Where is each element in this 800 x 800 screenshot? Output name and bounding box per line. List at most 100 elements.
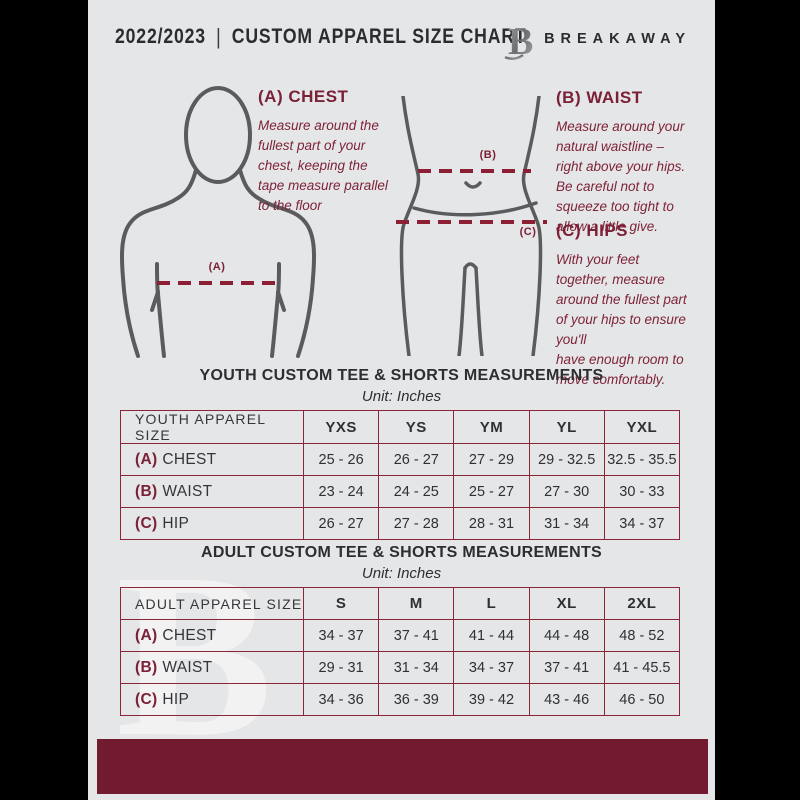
table-cell: 41 - 45.5 bbox=[603, 651, 681, 684]
adult-hip-row: (C) HIP 34 - 36 36 - 39 39 - 42 43 - 46 4… bbox=[120, 683, 681, 716]
head-outline bbox=[184, 86, 252, 184]
table-cell: 46 - 50 bbox=[603, 683, 681, 716]
table-cell: 44 - 48 bbox=[528, 619, 605, 652]
crotch-line bbox=[463, 262, 478, 270]
youth-table-title: YOUTH CUSTOM TEE & SHORTS MEASUREMENTS bbox=[199, 367, 604, 384]
youth-header-row: YOUTH APPAREL SIZE YXS YS YM YL YXL bbox=[120, 410, 681, 444]
left-shoulder-arm-line bbox=[120, 168, 198, 358]
svg-text:B: B bbox=[508, 21, 533, 61]
youth-chest-row: (A) CHEST 25 - 26 26 - 27 27 - 29 29 - 32… bbox=[120, 443, 681, 476]
adult-col-l: L bbox=[453, 587, 530, 620]
brand-block: B BREAKAWAY bbox=[497, 17, 691, 61]
left-armpit-tick bbox=[150, 290, 160, 312]
table-cell: 27 - 28 bbox=[378, 507, 455, 540]
left-torso-contour bbox=[399, 96, 421, 356]
table-cell: 26 - 27 bbox=[378, 443, 455, 476]
chest-marker-label: (A) bbox=[208, 261, 226, 273]
adult-table-title: ADULT CUSTOM TEE & SHORTS MEASUREMENTS bbox=[200, 544, 603, 561]
table-cell: 27 - 29 bbox=[453, 443, 530, 476]
right-inner-leg-line bbox=[474, 266, 484, 356]
hips-guide-text: With your feet together, measure around … bbox=[556, 252, 687, 387]
table-cell: 25 - 27 bbox=[453, 475, 530, 508]
adult-col-2xl: 2XL bbox=[603, 587, 681, 620]
youth-table-unit: Unit: Inches bbox=[361, 388, 442, 405]
waist-marker-label: (B) bbox=[479, 149, 497, 161]
table-cell: 24 - 25 bbox=[378, 475, 455, 508]
chest-guide: (A) CHEST Measure around the fullest par… bbox=[258, 87, 413, 216]
table-cell: 29 - 32.5 bbox=[528, 443, 605, 476]
youth-size-table: YOUTH APPAREL SIZE YXS YS YM YL YXL (A) C… bbox=[120, 410, 681, 540]
footer-accent-bar bbox=[97, 739, 708, 794]
table-cell: 34 - 37 bbox=[603, 507, 681, 540]
row-marker: (B) bbox=[135, 658, 158, 676]
waist-hips-figure bbox=[396, 96, 547, 356]
left-inner-leg-line bbox=[457, 266, 467, 356]
right-shoulder-arm-line bbox=[238, 168, 316, 358]
row-marker: (C) bbox=[135, 690, 158, 708]
table-cell: 32.5 - 35.5 bbox=[603, 443, 681, 476]
youth-col-yxs: YXS bbox=[302, 410, 380, 444]
left-armpit-line bbox=[155, 262, 166, 358]
table-cell: 43 - 46 bbox=[528, 683, 605, 716]
table-cell: 31 - 34 bbox=[378, 651, 455, 684]
youth-col-ys: YS bbox=[378, 410, 455, 444]
adult-size-table: ADULT APPAREL SIZE S M L XL 2XL (A) CHEST… bbox=[120, 587, 681, 716]
youth-hip-row: (C) HIP 26 - 27 27 - 28 28 - 31 31 - 34 3… bbox=[120, 507, 681, 540]
table-cell: 34 - 37 bbox=[302, 619, 380, 652]
row-marker: (C) bbox=[135, 514, 158, 532]
adult-header-row: ADULT APPAREL SIZE S M L XL 2XL bbox=[120, 587, 681, 620]
row-label-text: WAIST bbox=[162, 658, 213, 676]
adult-chest-row: (A) CHEST 34 - 37 37 - 41 41 - 44 44 - 48… bbox=[120, 619, 681, 652]
right-armpit-line bbox=[270, 262, 281, 358]
adult-corner-header: ADULT APPAREL SIZE bbox=[120, 587, 304, 620]
row-label-text: HIP bbox=[162, 690, 190, 708]
chest-guide-text: Measure around the fullest part of your … bbox=[258, 118, 388, 213]
page-title: CUSTOM APPAREL SIZE CHART bbox=[231, 25, 527, 48]
row-marker: (B) bbox=[135, 482, 158, 500]
breakaway-logo-icon: B bbox=[498, 21, 533, 61]
header-title-row: 2022/2023 | CUSTOM APPAREL SIZE CHART bbox=[115, 24, 527, 50]
adult-col-xl: XL bbox=[528, 587, 605, 620]
row-marker: (A) bbox=[135, 450, 158, 468]
row-label-text: HIP bbox=[162, 514, 190, 532]
right-torso-contour bbox=[521, 96, 543, 356]
table-cell: 34 - 36 bbox=[302, 683, 380, 716]
hip-crease-line bbox=[412, 201, 538, 217]
hips-marker-label: (C) bbox=[519, 226, 537, 238]
table-cell: 37 - 41 bbox=[378, 619, 455, 652]
table-cell: 36 - 39 bbox=[378, 683, 455, 716]
chest-figure bbox=[120, 86, 316, 358]
row-label-text: CHEST bbox=[162, 450, 217, 468]
table-cell: 34 - 37 bbox=[453, 651, 530, 684]
adult-col-s: S bbox=[302, 587, 380, 620]
right-armpit-tick bbox=[276, 290, 286, 312]
header-divider: | bbox=[216, 24, 222, 49]
navel-mark bbox=[464, 181, 482, 189]
table-cell: 37 - 41 bbox=[528, 651, 605, 684]
table-cell: 30 - 33 bbox=[603, 475, 681, 508]
hips-guide: (C) HIPS With your feet together, measur… bbox=[556, 221, 714, 390]
flyer-page: B 2022/2023 | CUSTOM APPAREL SIZE CHART … bbox=[88, 0, 715, 800]
season-text: 2022/2023 bbox=[115, 25, 206, 48]
row-marker: (A) bbox=[135, 626, 158, 644]
table-cell: 26 - 27 bbox=[302, 507, 380, 540]
brand-name: BREAKAWAY bbox=[544, 31, 691, 47]
table-cell: 27 - 30 bbox=[528, 475, 605, 508]
waist-guide: (B) WAIST Measure around your natural wa… bbox=[556, 88, 714, 237]
table-cell: 39 - 42 bbox=[453, 683, 530, 716]
youth-corner-header: YOUTH APPAREL SIZE bbox=[120, 410, 304, 444]
adult-waist-row: (B) WAIST 29 - 31 31 - 34 34 - 37 37 - 41… bbox=[120, 651, 681, 684]
waist-guide-heading: (B) WAIST bbox=[556, 88, 643, 107]
youth-col-yxl: YXL bbox=[603, 410, 681, 444]
chest-guide-heading: (A) CHEST bbox=[258, 87, 349, 106]
hips-guide-heading: (C) HIPS bbox=[556, 221, 628, 240]
adult-table-unit: Unit: Inches bbox=[361, 565, 442, 582]
table-cell: 41 - 44 bbox=[453, 619, 530, 652]
table-cell: 28 - 31 bbox=[453, 507, 530, 540]
youth-col-yl: YL bbox=[528, 410, 605, 444]
row-label-text: WAIST bbox=[162, 482, 213, 500]
waist-guide-text: Measure around your natural waistline – … bbox=[556, 119, 686, 234]
adult-col-m: M bbox=[378, 587, 455, 620]
youth-waist-row: (B) WAIST 23 - 24 24 - 25 25 - 27 27 - 30… bbox=[120, 475, 681, 508]
